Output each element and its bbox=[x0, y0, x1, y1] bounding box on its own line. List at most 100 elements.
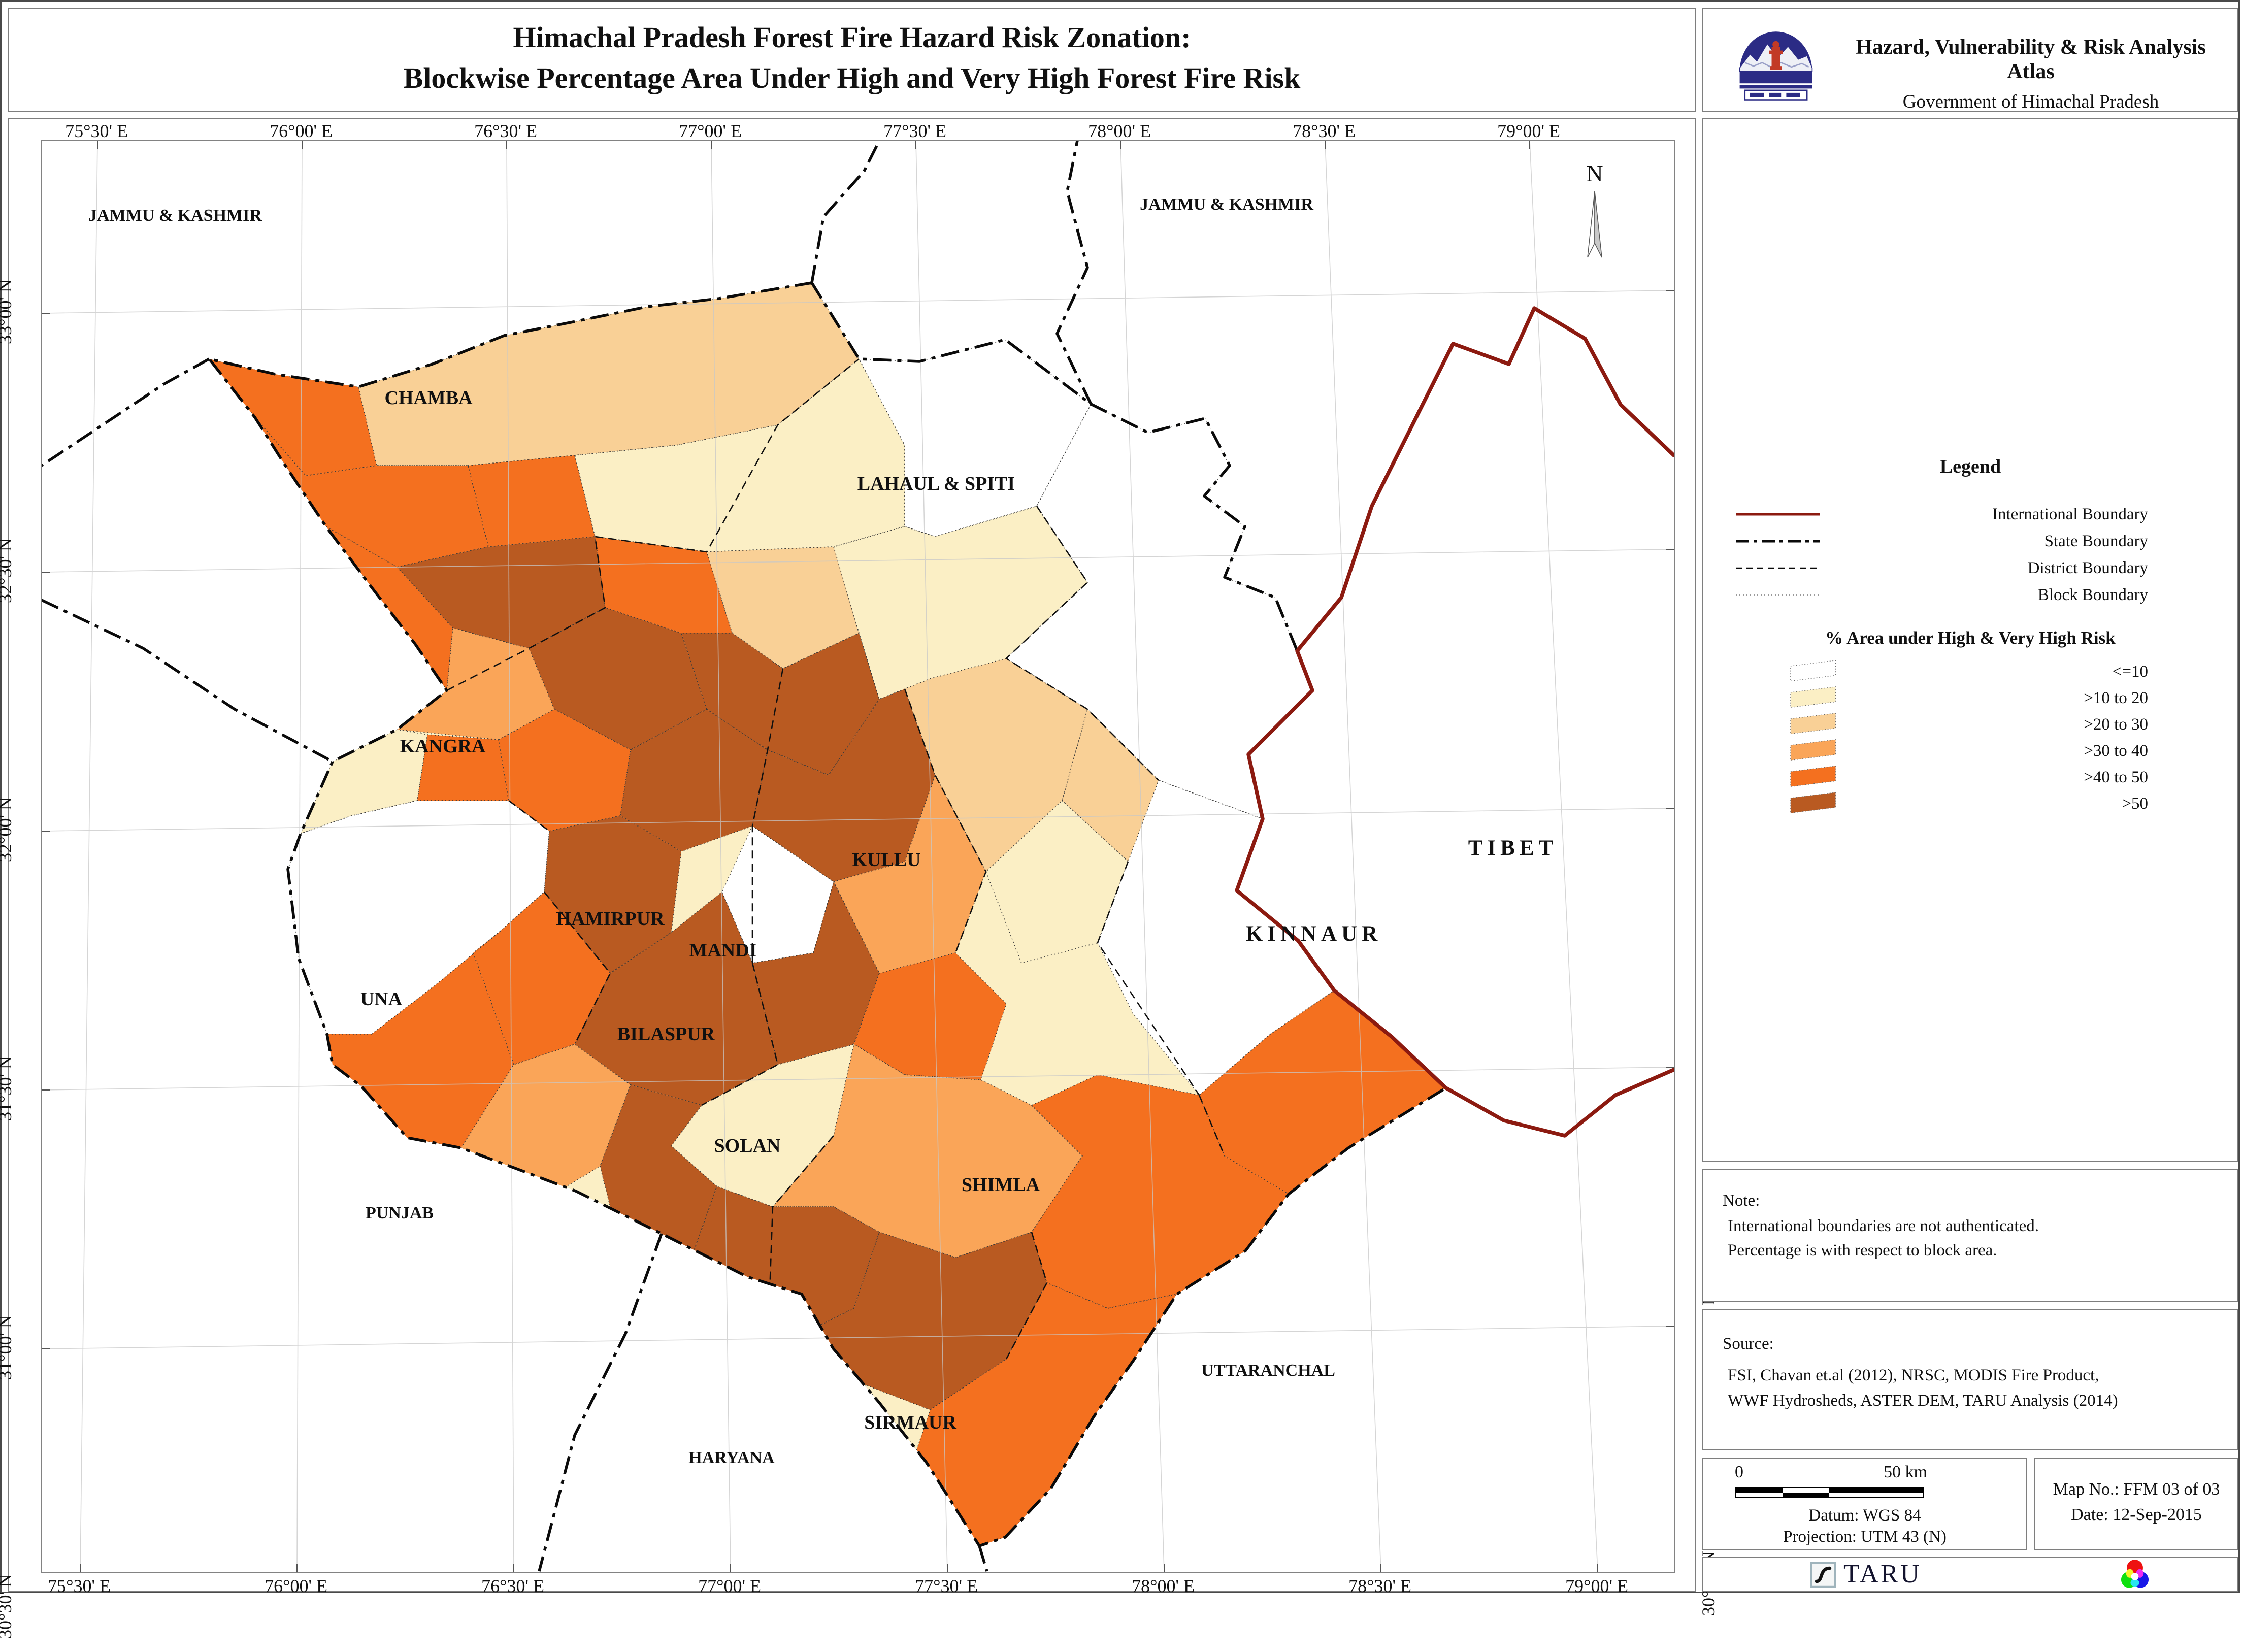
graticule-meridian bbox=[711, 141, 731, 1572]
risk-legend-title: % Area under High & Very High Risk bbox=[1825, 628, 2116, 648]
legend-boundary-label: International Boundary bbox=[1992, 505, 2148, 523]
legend-state-line-sample bbox=[1736, 540, 1820, 543]
graticule-meridian bbox=[80, 141, 98, 1572]
taru-panel: TARU bbox=[1702, 1557, 2238, 1592]
map-block bbox=[680, 632, 880, 776]
map-label-hamirpur: HAMIRPUR bbox=[556, 908, 665, 930]
lon-tick-bottom: 79°00' E bbox=[1565, 1576, 1628, 1596]
legend-risk-row: >10 to 20 bbox=[1703, 685, 2237, 711]
legend-risk-label: >50 bbox=[2122, 795, 2148, 813]
map-block bbox=[772, 1043, 1083, 1258]
scale-zero-label: 0 bbox=[1735, 1463, 1743, 1481]
lon-tick-bottom: 75°30' E bbox=[48, 1576, 111, 1596]
scale-bar bbox=[1735, 1487, 1924, 1498]
graticule-parallel bbox=[42, 808, 1674, 832]
page-title-line1: Himachal Pradesh Forest Fire Hazard Risk… bbox=[513, 21, 1191, 54]
map-date: Date: 12-Sep-2015 bbox=[2071, 1505, 2202, 1524]
map-label-kangra: KANGRA bbox=[400, 736, 486, 757]
map-block bbox=[467, 455, 596, 547]
graticule-meridian bbox=[506, 141, 514, 1572]
district-boundary bbox=[508, 800, 550, 832]
lat-tick-left: 30°30' N bbox=[0, 1574, 15, 1639]
taru-wordmark: TARU bbox=[1843, 1560, 1922, 1589]
lat-tick-left: 32°30' N bbox=[0, 538, 15, 603]
source-line: WWF Hydrosheds, ASTER DEM, TARU Analysis… bbox=[1728, 1392, 2118, 1410]
district-boundary bbox=[446, 358, 860, 691]
map-block bbox=[300, 729, 428, 835]
graticule-parallel bbox=[42, 1326, 1674, 1349]
map-block bbox=[287, 800, 550, 1035]
lon-tick-bottom: 76°30' E bbox=[481, 1576, 544, 1596]
legend-swatch-c3 bbox=[1790, 713, 1836, 735]
lon-tick-bottom: 76°00' E bbox=[265, 1576, 327, 1596]
atlas-header-text: Hazard, Vulnerability & Risk Analysis At… bbox=[1830, 9, 2231, 112]
map-label-kinnaur: KINNAUR bbox=[1246, 922, 1382, 946]
map-block bbox=[752, 688, 936, 882]
map-block bbox=[595, 536, 733, 634]
note-heading: Note: bbox=[1723, 1192, 1760, 1210]
legend-boundary-row: Block Boundary bbox=[1703, 582, 2237, 608]
graticule-parallel bbox=[42, 1067, 1674, 1091]
legend-swatch-c5 bbox=[1790, 766, 1836, 787]
map-block bbox=[417, 734, 509, 801]
note-panel: Note: International boundaries are not a… bbox=[1702, 1169, 2238, 1302]
scale-panel: 0 50 km Datum: WGS 84 Projection: UTM 43… bbox=[1702, 1458, 2027, 1550]
lon-tick-bottom: 77°30' E bbox=[915, 1576, 978, 1596]
international-boundary bbox=[1235, 306, 1674, 1138]
graticule-meridian bbox=[1529, 141, 1598, 1572]
legend-block-line-sample bbox=[1736, 594, 1820, 596]
map-label-jammu-kashmir: JAMMU & KASHMIR bbox=[88, 206, 262, 225]
map-label-una: UNA bbox=[360, 988, 403, 1010]
legend-risk-label: >40 to 50 bbox=[2084, 768, 2148, 786]
legend-risk-row: >40 to 50 bbox=[1703, 764, 2237, 790]
neighbor-state-boundary bbox=[1055, 141, 1093, 405]
map-block bbox=[498, 709, 631, 832]
north-arrow-icon: N bbox=[1586, 160, 1603, 258]
taru-logo-icon bbox=[1810, 1562, 1836, 1588]
map-block bbox=[858, 339, 1092, 537]
legend-risk-label: >20 to 30 bbox=[2084, 715, 2148, 734]
legend-title: Legend bbox=[1939, 456, 2001, 477]
datum-label: Datum: WGS 84 bbox=[1808, 1506, 1921, 1525]
map-label-kullu: KULLU bbox=[852, 849, 920, 871]
neighbor-state-boundary bbox=[810, 141, 881, 283]
north-label: N bbox=[1586, 160, 1603, 186]
lat-tick-left: 31°00' N bbox=[0, 1315, 15, 1380]
neighbor-state-boundary bbox=[42, 357, 210, 467]
atlas-subtitle: Government of Himachal Pradesh bbox=[1902, 91, 2159, 112]
source-panel: Source: FSI, Chavan et.al (2012), NRSC, … bbox=[1702, 1309, 2238, 1450]
frame-ticks bbox=[42, 141, 1674, 1572]
risk-blocks-layer bbox=[209, 283, 1446, 1546]
legend-risk-row: >30 to 40 bbox=[1703, 738, 2237, 764]
lon-tick-top: 78°30' E bbox=[1293, 121, 1356, 141]
lon-tick-top: 76°00' E bbox=[270, 121, 333, 141]
district-boundary bbox=[751, 668, 784, 963]
map-label-solan: SOLAN bbox=[714, 1135, 781, 1157]
lon-tick-top: 79°00' E bbox=[1497, 121, 1560, 141]
lon-tick-bottom: 78°30' E bbox=[1348, 1576, 1411, 1596]
source-line: FSI, Chavan et.al (2012), NRSC, MODIS Fi… bbox=[1728, 1366, 2099, 1384]
map-number: Map No.: FFM 03 of 03 bbox=[2053, 1480, 2220, 1499]
lon-tick-bottom: 78°00' E bbox=[1132, 1576, 1195, 1596]
legend-district-line-sample bbox=[1736, 567, 1820, 569]
legend-swatch-c2 bbox=[1790, 686, 1836, 708]
district-boundary bbox=[701, 963, 779, 1106]
map-labels-layer: JAMMU & KASHMIR JAMMU & KASHMIR CHAMBA LAHA… bbox=[88, 195, 1553, 1467]
atlas-title: Hazard, Vulnerability & Risk Analysis At… bbox=[1856, 36, 2206, 83]
legend-risk-label: <=10 bbox=[2112, 663, 2148, 681]
map-block bbox=[904, 658, 1088, 873]
graticule-parallel bbox=[42, 549, 1674, 573]
legend-risk-row: >20 to 30 bbox=[1703, 711, 2237, 738]
legend-swatch-c4 bbox=[1790, 739, 1836, 761]
district-boundary bbox=[1005, 1232, 1048, 1360]
map-label-mandi: MANDI bbox=[689, 940, 757, 961]
legend-boundary-row: International Boundary bbox=[1703, 501, 2237, 527]
hp-government-emblem-icon bbox=[1739, 31, 1813, 101]
scale-max-label: 50 km bbox=[1884, 1463, 1927, 1481]
district-boundary bbox=[1198, 1095, 1226, 1157]
map-block bbox=[1031, 1074, 1290, 1309]
legend-boundary-label: District Boundary bbox=[2027, 559, 2148, 577]
lat-tick-left: 32°00' N bbox=[0, 797, 15, 862]
lat-tick-left: 31°30' N bbox=[0, 1056, 15, 1121]
